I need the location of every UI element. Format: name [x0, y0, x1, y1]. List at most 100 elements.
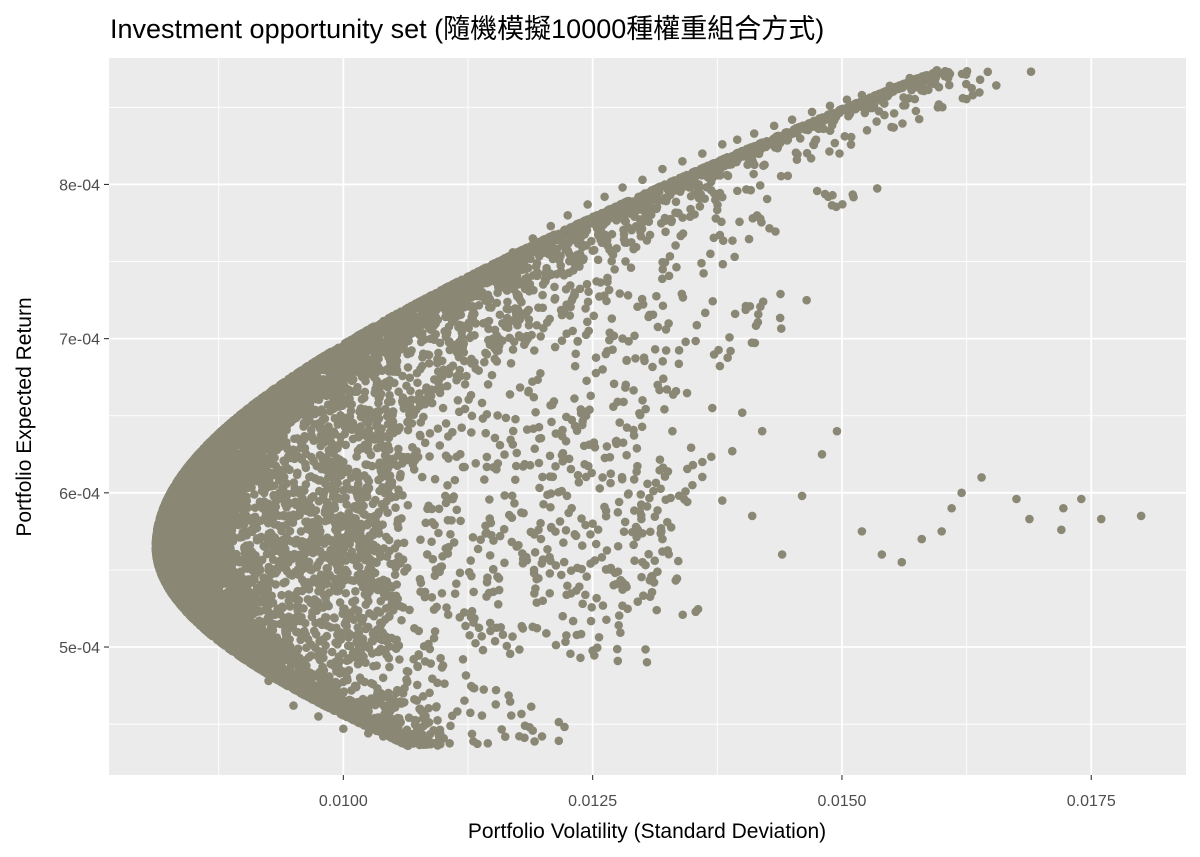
data-point — [623, 604, 632, 614]
data-point — [660, 472, 670, 481]
data-point — [620, 238, 630, 247]
data-point — [898, 119, 907, 128]
data-point — [368, 636, 378, 646]
data-point — [930, 78, 940, 88]
data-point — [316, 441, 326, 451]
data-point — [715, 361, 725, 371]
data-point — [505, 333, 514, 343]
data-point — [598, 601, 608, 610]
data-point — [403, 563, 412, 573]
data-point — [690, 210, 699, 219]
data-point — [415, 574, 425, 584]
data-point — [586, 391, 596, 401]
data-point — [587, 603, 597, 612]
data-point — [664, 319, 673, 328]
data-point — [397, 699, 406, 708]
data-point — [656, 218, 666, 228]
data-point — [547, 417, 556, 427]
data-point — [775, 313, 785, 323]
data-point — [593, 525, 603, 534]
data-point — [581, 520, 590, 530]
data-point — [846, 132, 856, 142]
data-point — [422, 550, 432, 559]
data-point — [695, 202, 705, 211]
data-point — [655, 455, 665, 464]
data-point — [566, 649, 575, 659]
data-point — [477, 398, 487, 408]
data-point — [528, 622, 537, 632]
data-point — [674, 359, 684, 369]
data-point — [700, 308, 710, 318]
data-point — [493, 599, 503, 609]
data-point — [872, 184, 882, 193]
data-point — [605, 452, 615, 462]
data-point — [551, 462, 560, 471]
data-point — [397, 514, 406, 523]
data-point — [377, 694, 386, 703]
data-point — [500, 450, 509, 459]
data-point — [872, 117, 881, 126]
data-point — [502, 641, 512, 651]
data-point — [577, 420, 587, 430]
data-point — [512, 448, 522, 458]
data-point — [486, 626, 495, 636]
data-point — [577, 514, 586, 523]
data-point — [554, 736, 564, 746]
data-point — [519, 340, 529, 349]
data-point — [443, 610, 453, 620]
data-point — [526, 702, 536, 711]
data-point — [591, 353, 601, 362]
data-point — [661, 227, 670, 237]
data-point — [424, 639, 433, 649]
data-point — [629, 386, 638, 395]
data-point — [538, 472, 547, 482]
data-point — [433, 424, 443, 433]
data-point — [471, 638, 480, 648]
data-point — [482, 452, 492, 462]
data-point — [613, 656, 623, 666]
data-point — [609, 402, 618, 411]
data-point — [601, 511, 611, 521]
data-point — [506, 359, 516, 368]
data-point — [652, 291, 661, 301]
data-point — [672, 262, 681, 272]
data-point — [436, 653, 445, 663]
data-point — [333, 640, 342, 649]
data-point — [534, 525, 543, 535]
data-point — [424, 703, 433, 713]
data-point — [944, 80, 954, 90]
data-point — [390, 570, 400, 580]
data-point — [365, 609, 374, 618]
data-point — [403, 363, 413, 372]
data-point — [396, 469, 405, 479]
data-point — [412, 680, 422, 690]
data-point — [616, 628, 625, 637]
data-point — [460, 696, 469, 705]
data-point — [536, 332, 545, 341]
data-point — [830, 138, 840, 148]
data-point — [425, 688, 434, 698]
data-point — [460, 404, 470, 414]
data-point — [451, 579, 461, 588]
data-point — [445, 345, 455, 355]
data-point — [658, 357, 668, 366]
data-point — [672, 574, 682, 583]
data-point — [619, 527, 629, 536]
data-point — [477, 632, 487, 641]
data-point — [646, 527, 655, 537]
data-point — [783, 171, 793, 181]
data-point — [630, 506, 639, 515]
data-point — [559, 538, 568, 547]
point-layer — [151, 66, 1146, 750]
data-point — [490, 354, 500, 364]
data-point — [661, 495, 671, 504]
data-point — [673, 556, 683, 566]
data-point — [610, 265, 619, 274]
data-point — [753, 310, 763, 319]
data-point — [968, 90, 978, 100]
data-point — [408, 443, 417, 452]
data-point — [615, 289, 625, 298]
data-point — [699, 269, 708, 278]
data-point — [563, 581, 572, 591]
